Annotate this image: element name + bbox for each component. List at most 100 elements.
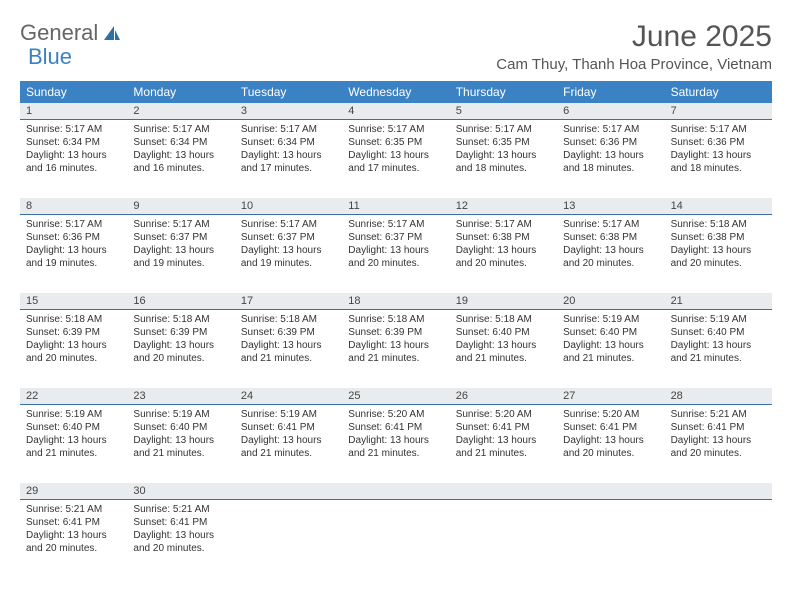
day-number-row: 891011121314 xyxy=(20,198,772,215)
sunset-text: Sunset: 6:38 PM xyxy=(563,231,658,244)
daylight-text-2: and 19 minutes. xyxy=(241,257,336,270)
day-body-row: Sunrise: 5:21 AMSunset: 6:41 PMDaylight:… xyxy=(20,500,772,578)
sunrise-text: Sunrise: 5:20 AM xyxy=(563,408,658,421)
day-body: Sunrise: 5:17 AMSunset: 6:37 PMDaylight:… xyxy=(235,215,342,293)
day-body: Sunrise: 5:18 AMSunset: 6:39 PMDaylight:… xyxy=(127,310,234,388)
sunset-text: Sunset: 6:34 PM xyxy=(26,136,121,149)
sunset-text: Sunset: 6:41 PM xyxy=(133,516,228,529)
logo-sail-icon xyxy=(102,24,122,42)
daylight-text-1: Daylight: 13 hours xyxy=(26,434,121,447)
sunrise-text: Sunrise: 5:17 AM xyxy=(241,123,336,136)
day-body: Sunrise: 5:19 AMSunset: 6:40 PMDaylight:… xyxy=(665,310,772,388)
daylight-text-2: and 21 minutes. xyxy=(26,447,121,460)
sunset-text: Sunset: 6:41 PM xyxy=(671,421,766,434)
daylight-text-1: Daylight: 13 hours xyxy=(26,149,121,162)
daylight-text-2: and 16 minutes. xyxy=(26,162,121,175)
day-number: 12 xyxy=(450,198,557,214)
sunset-text: Sunset: 6:39 PM xyxy=(241,326,336,339)
day-number: 10 xyxy=(235,198,342,214)
calendar: SundayMondayTuesdayWednesdayThursdayFrid… xyxy=(20,81,772,578)
day-body: Sunrise: 5:20 AMSunset: 6:41 PMDaylight:… xyxy=(342,405,449,483)
daylight-text-2: and 18 minutes. xyxy=(456,162,551,175)
sunset-text: Sunset: 6:34 PM xyxy=(241,136,336,149)
daylight-text-2: and 20 minutes. xyxy=(133,542,228,555)
sunrise-text: Sunrise: 5:17 AM xyxy=(26,123,121,136)
day-number: 21 xyxy=(665,293,772,309)
daylight-text-2: and 21 minutes. xyxy=(348,447,443,460)
daylight-text-2: and 17 minutes. xyxy=(241,162,336,175)
sunrise-text: Sunrise: 5:17 AM xyxy=(133,218,228,231)
sunrise-text: Sunrise: 5:17 AM xyxy=(133,123,228,136)
daylight-text-2: and 19 minutes. xyxy=(26,257,121,270)
daylight-text-2: and 21 minutes. xyxy=(563,352,658,365)
day-body: Sunrise: 5:21 AMSunset: 6:41 PMDaylight:… xyxy=(127,500,234,578)
daylight-text-1: Daylight: 13 hours xyxy=(133,529,228,542)
day-number: 26 xyxy=(450,388,557,404)
sunrise-text: Sunrise: 5:17 AM xyxy=(348,123,443,136)
weekday-header: Saturday xyxy=(665,81,772,103)
sunrise-text: Sunrise: 5:18 AM xyxy=(26,313,121,326)
day-number-row: 22232425262728 xyxy=(20,388,772,405)
sunset-text: Sunset: 6:38 PM xyxy=(671,231,766,244)
daylight-text-2: and 20 minutes. xyxy=(671,447,766,460)
sunset-text: Sunset: 6:39 PM xyxy=(133,326,228,339)
sunset-text: Sunset: 6:37 PM xyxy=(241,231,336,244)
sunrise-text: Sunrise: 5:18 AM xyxy=(671,218,766,231)
day-number xyxy=(665,483,772,499)
day-body: Sunrise: 5:21 AMSunset: 6:41 PMDaylight:… xyxy=(20,500,127,578)
day-number: 25 xyxy=(342,388,449,404)
day-number: 19 xyxy=(450,293,557,309)
day-body: Sunrise: 5:18 AMSunset: 6:38 PMDaylight:… xyxy=(665,215,772,293)
sunrise-text: Sunrise: 5:17 AM xyxy=(563,123,658,136)
day-number: 6 xyxy=(557,103,664,119)
sunrise-text: Sunrise: 5:17 AM xyxy=(241,218,336,231)
day-body: Sunrise: 5:17 AMSunset: 6:36 PMDaylight:… xyxy=(665,120,772,198)
sunrise-text: Sunrise: 5:18 AM xyxy=(456,313,551,326)
daylight-text-1: Daylight: 13 hours xyxy=(133,244,228,257)
sunrise-text: Sunrise: 5:17 AM xyxy=(456,123,551,136)
daylight-text-2: and 21 minutes. xyxy=(241,447,336,460)
day-number: 4 xyxy=(342,103,449,119)
day-body: Sunrise: 5:19 AMSunset: 6:41 PMDaylight:… xyxy=(235,405,342,483)
day-body: Sunrise: 5:20 AMSunset: 6:41 PMDaylight:… xyxy=(557,405,664,483)
daylight-text-1: Daylight: 13 hours xyxy=(348,149,443,162)
sunrise-text: Sunrise: 5:17 AM xyxy=(456,218,551,231)
sunset-text: Sunset: 6:36 PM xyxy=(26,231,121,244)
sunrise-text: Sunrise: 5:21 AM xyxy=(671,408,766,421)
daylight-text-2: and 17 minutes. xyxy=(348,162,443,175)
weekday-header: Friday xyxy=(557,81,664,103)
day-body xyxy=(665,500,772,578)
daylight-text-1: Daylight: 13 hours xyxy=(26,529,121,542)
daylight-text-2: and 16 minutes. xyxy=(133,162,228,175)
sunset-text: Sunset: 6:35 PM xyxy=(348,136,443,149)
daylight-text-1: Daylight: 13 hours xyxy=(671,434,766,447)
sunset-text: Sunset: 6:36 PM xyxy=(563,136,658,149)
daylight-text-1: Daylight: 13 hours xyxy=(456,434,551,447)
sunset-text: Sunset: 6:40 PM xyxy=(671,326,766,339)
day-number xyxy=(235,483,342,499)
day-body: Sunrise: 5:18 AMSunset: 6:39 PMDaylight:… xyxy=(342,310,449,388)
day-body: Sunrise: 5:17 AMSunset: 6:35 PMDaylight:… xyxy=(342,120,449,198)
sunset-text: Sunset: 6:39 PM xyxy=(348,326,443,339)
sunset-text: Sunset: 6:41 PM xyxy=(456,421,551,434)
sunrise-text: Sunrise: 5:19 AM xyxy=(563,313,658,326)
day-number: 14 xyxy=(665,198,772,214)
daylight-text-1: Daylight: 13 hours xyxy=(133,149,228,162)
day-body: Sunrise: 5:17 AMSunset: 6:36 PMDaylight:… xyxy=(557,120,664,198)
day-number xyxy=(342,483,449,499)
sunset-text: Sunset: 6:40 PM xyxy=(456,326,551,339)
page-header: General June 2025 Cam Thuy, Thanh Hoa Pr… xyxy=(20,20,772,73)
day-number: 7 xyxy=(665,103,772,119)
day-number: 27 xyxy=(557,388,664,404)
day-number: 17 xyxy=(235,293,342,309)
daylight-text-2: and 21 minutes. xyxy=(241,352,336,365)
sunset-text: Sunset: 6:41 PM xyxy=(348,421,443,434)
sunrise-text: Sunrise: 5:19 AM xyxy=(241,408,336,421)
daylight-text-2: and 20 minutes. xyxy=(133,352,228,365)
daylight-text-1: Daylight: 13 hours xyxy=(26,339,121,352)
day-body: Sunrise: 5:18 AMSunset: 6:39 PMDaylight:… xyxy=(235,310,342,388)
month-title: June 2025 xyxy=(496,20,772,54)
sunrise-text: Sunrise: 5:17 AM xyxy=(671,123,766,136)
day-number: 23 xyxy=(127,388,234,404)
day-body: Sunrise: 5:17 AMSunset: 6:37 PMDaylight:… xyxy=(127,215,234,293)
